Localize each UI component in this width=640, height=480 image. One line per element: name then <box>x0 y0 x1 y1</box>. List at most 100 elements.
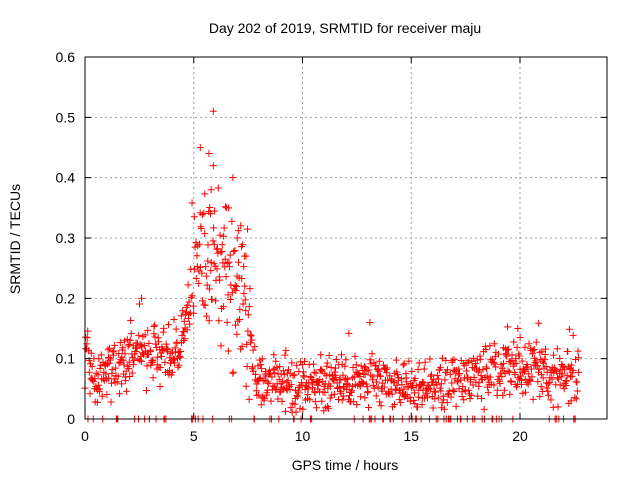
data-point <box>125 341 133 349</box>
data-point <box>493 386 501 394</box>
data-point <box>96 385 104 393</box>
data-point <box>219 303 227 311</box>
data-point <box>557 373 565 381</box>
data-point <box>406 397 414 405</box>
data-point <box>418 401 426 409</box>
data-point <box>338 351 346 359</box>
data-point <box>105 359 113 367</box>
data-point <box>290 371 298 379</box>
chart-title: Day 202 of 2019, SRMTID for receiver maj… <box>209 20 481 36</box>
data-point <box>311 389 319 397</box>
data-point <box>455 365 463 373</box>
data-point <box>261 376 269 384</box>
data-point <box>472 360 480 368</box>
data-point <box>452 402 460 410</box>
data-point <box>392 356 400 364</box>
data-point <box>567 397 575 405</box>
data-point <box>195 279 203 287</box>
data-point <box>230 247 238 255</box>
data-point <box>410 396 418 404</box>
data-point <box>205 150 213 158</box>
data-point <box>248 336 256 344</box>
data-point <box>125 364 133 372</box>
data-point <box>176 353 184 361</box>
data-point <box>272 386 280 394</box>
data-point <box>251 343 259 351</box>
data-point <box>255 391 263 399</box>
data-point <box>306 396 314 404</box>
data-point <box>151 333 159 341</box>
data-point <box>286 385 294 393</box>
data-point <box>363 383 371 391</box>
data-point <box>205 317 213 325</box>
data-point <box>257 365 265 373</box>
data-point <box>106 356 114 364</box>
data-point <box>267 397 275 405</box>
data-point <box>551 366 559 374</box>
data-point <box>521 367 529 375</box>
data-point <box>193 252 201 260</box>
data-point <box>339 371 347 379</box>
data-point <box>104 360 112 368</box>
data-point <box>242 307 250 315</box>
data-point <box>276 362 284 370</box>
data-point <box>490 381 498 389</box>
data-point <box>467 392 475 400</box>
data-point <box>221 255 229 263</box>
data-point <box>474 392 482 400</box>
data-point <box>196 240 204 248</box>
data-point <box>353 400 361 408</box>
data-point <box>104 346 112 354</box>
data-point <box>420 379 428 387</box>
data-point <box>500 386 508 394</box>
data-point <box>571 394 579 402</box>
data-point <box>168 368 176 376</box>
data-point <box>189 302 197 310</box>
data-point <box>324 402 332 410</box>
data-point <box>135 331 143 339</box>
data-point <box>489 359 497 367</box>
data-point <box>127 316 135 324</box>
data-point <box>97 351 105 359</box>
data-point <box>375 357 383 365</box>
data-point <box>98 392 106 400</box>
data-point <box>340 392 348 400</box>
data-point <box>115 390 123 398</box>
data-point <box>447 393 455 401</box>
data-point <box>96 364 104 372</box>
data-point <box>411 389 419 397</box>
data-point <box>105 344 113 352</box>
data-point <box>517 372 525 380</box>
data-point <box>536 393 544 401</box>
data-point <box>375 367 383 375</box>
data-point <box>118 353 126 361</box>
data-point <box>462 367 470 375</box>
data-point <box>374 383 382 391</box>
data-point <box>522 388 530 396</box>
data-point <box>480 405 488 413</box>
data-point <box>405 357 413 365</box>
data-point <box>192 275 200 283</box>
data-point <box>220 232 228 240</box>
data-point <box>357 393 365 401</box>
data-point <box>231 247 239 255</box>
data-point <box>190 309 198 317</box>
data-point <box>186 320 194 328</box>
data-point <box>434 394 442 402</box>
data-point <box>257 401 265 409</box>
data-point <box>421 358 429 366</box>
data-point <box>317 351 325 359</box>
data-point <box>516 333 524 341</box>
data-point <box>486 373 494 381</box>
data-point <box>178 331 186 339</box>
data-point <box>530 346 538 354</box>
data-point <box>227 281 235 289</box>
data-point <box>548 375 556 383</box>
data-point <box>408 367 416 375</box>
data-point <box>175 361 183 369</box>
data-point <box>574 354 582 362</box>
data-point <box>503 346 511 354</box>
data-point <box>311 398 319 406</box>
data-point <box>481 342 489 350</box>
